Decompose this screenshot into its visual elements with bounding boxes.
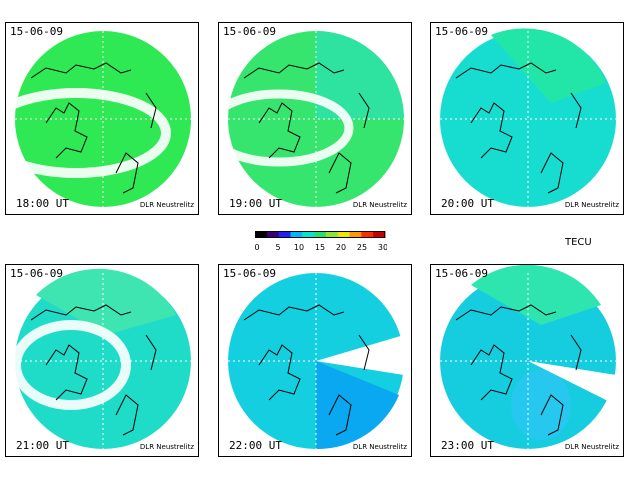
- high-tec-region: [316, 31, 404, 119]
- high-tec-region: [316, 361, 399, 450]
- colorbar-swatches: [255, 231, 386, 238]
- tec-unit-label: TECU: [565, 237, 592, 248]
- tec-colorbar: 0 5 10 15 20 25 30: [255, 231, 387, 252]
- map-credit: DLR Neustrelitz: [564, 443, 619, 451]
- high-tec-blob: [511, 370, 571, 440]
- colorbar-swatch: [361, 231, 374, 238]
- colorbar-swatch: [255, 231, 268, 238]
- colorbar-tick-label: 0: [255, 243, 260, 252]
- map-panel-2100: 15-06-09 21:00 UT DLR Neustrelitz: [5, 264, 199, 457]
- map-panel-2200: 15-06-09 22:00 UT DLR Neustrelitz: [218, 264, 412, 457]
- map-time: 18:00 UT: [16, 197, 69, 210]
- colorbar-frame: [255, 231, 385, 238]
- low-tec-band: [11, 320, 131, 410]
- colorbar-tick-label: 20: [336, 243, 346, 252]
- coastlines: [30, 62, 157, 194]
- coastlines: [30, 304, 157, 436]
- map-time: 19:00 UT: [229, 197, 282, 210]
- map-date: 15-06-09: [435, 25, 488, 38]
- map-panel-2000: 15-06-09 20:00 UT DLR Neustrelitz: [430, 22, 624, 215]
- tec-map-1900: [219, 31, 404, 207]
- colorbar-swatch: [325, 231, 339, 238]
- map-date: 15-06-09: [223, 25, 276, 38]
- coastlines: [243, 62, 370, 194]
- map-time: 20:00 UT: [441, 197, 494, 210]
- colorbar-swatch: [266, 231, 280, 238]
- coastlines: [243, 304, 370, 436]
- map-credit: DLR Neustrelitz: [139, 443, 194, 451]
- map-credit: DLR Neustrelitz: [139, 201, 194, 209]
- map-time: 21:00 UT: [16, 439, 69, 452]
- map-credit: DLR Neustrelitz: [352, 201, 407, 209]
- map-panel-2300: 15-06-09 23:00 UT DLR Neustrelitz: [430, 264, 624, 457]
- map-date: 15-06-09: [223, 267, 276, 280]
- tec-map-1800: [6, 31, 191, 207]
- colorbar-swatch: [349, 231, 362, 238]
- map-credit: DLR Neustrelitz: [564, 201, 619, 209]
- map-panel-1800: 15-06-09 18:00 UT DLR Neustrelitz: [5, 22, 199, 215]
- colorbar-swatch: [337, 231, 351, 238]
- low-tec-wedge: [528, 361, 616, 405]
- colorbar-swatch: [302, 231, 315, 238]
- map-time: 23:00 UT: [441, 439, 494, 452]
- high-tec-region: [36, 268, 176, 335]
- high-tec-region: [471, 265, 601, 325]
- colorbar-tick-label: 25: [357, 243, 367, 252]
- tec-map-2000: [440, 28, 616, 207]
- tec-map-2300: [440, 265, 616, 449]
- coastlines: [455, 62, 582, 194]
- colorbar-swatch: [290, 231, 303, 238]
- high-tec-region: [491, 28, 606, 103]
- colorbar-tick-label: 30: [378, 243, 387, 252]
- map-date: 15-06-09: [10, 25, 63, 38]
- map-time: 22:00 UT: [229, 439, 282, 452]
- colorbar-swatch: [373, 231, 386, 238]
- tec-map-2200: [228, 273, 404, 450]
- colorbar-swatch: [278, 231, 291, 238]
- low-tec-band: [219, 89, 354, 167]
- colorbar-tick-label: 10: [294, 243, 304, 252]
- low-tec-band: [6, 88, 171, 178]
- map-date: 15-06-09: [435, 267, 488, 280]
- tec-map-2100: [11, 268, 191, 449]
- colorbar-tick-label: 5: [275, 243, 280, 252]
- map-date: 15-06-09: [10, 267, 63, 280]
- coastlines: [455, 304, 582, 436]
- map-panel-1900: 15-06-09 19:00 UT DLR Neustrelitz: [218, 22, 412, 215]
- map-credit: DLR Neustrelitz: [352, 443, 407, 451]
- low-tec-wedge: [316, 335, 404, 375]
- colorbar-tick-label: 15: [315, 243, 325, 252]
- colorbar-swatch: [314, 231, 327, 238]
- colorbar-ticks: 0 5 10 15 20 25 30: [255, 243, 387, 252]
